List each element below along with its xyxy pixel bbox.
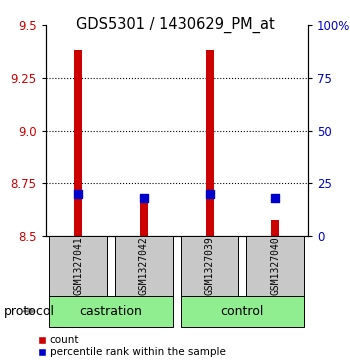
Point [207, 191, 212, 197]
Legend: count, percentile rank within the sample: count, percentile rank within the sample [33, 331, 230, 362]
Bar [271, 220, 279, 236]
Bar [206, 50, 214, 236]
Text: GDS5301 / 1430629_PM_at: GDS5301 / 1430629_PM_at [76, 16, 274, 33]
Bar [49, 296, 173, 327]
Point [141, 195, 147, 201]
Bar [49, 236, 107, 296]
Text: castration: castration [80, 305, 142, 318]
Text: GSM1327041: GSM1327041 [73, 237, 83, 295]
Text: control: control [221, 305, 264, 318]
Bar [181, 296, 304, 327]
Bar [115, 236, 173, 296]
Point [272, 195, 278, 201]
Bar [74, 50, 82, 236]
Text: GSM1327040: GSM1327040 [270, 237, 280, 295]
Bar [181, 236, 238, 296]
Bar [140, 201, 148, 236]
Text: GSM1327039: GSM1327039 [204, 237, 215, 295]
Text: GSM1327042: GSM1327042 [139, 237, 149, 295]
Text: protocol: protocol [4, 305, 55, 318]
Point [76, 191, 81, 197]
Bar [246, 236, 304, 296]
